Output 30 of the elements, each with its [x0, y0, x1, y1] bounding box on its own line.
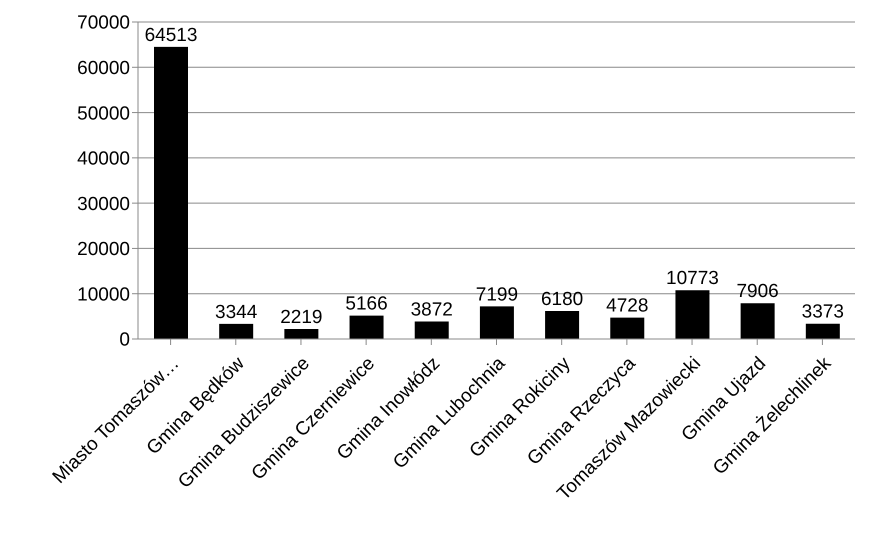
y-tick-label: 70000: [77, 12, 130, 34]
bar: [740, 303, 775, 339]
y-tick-label: 40000: [77, 148, 130, 170]
data-label: 6180: [540, 289, 584, 310]
data-label: 4728: [606, 296, 648, 317]
bar: [806, 324, 840, 339]
data-label: 5166: [345, 294, 388, 315]
bar: [545, 311, 580, 339]
bar: [350, 316, 384, 339]
y-tick-label: 20000: [77, 239, 130, 260]
data-label: 2219: [280, 306, 323, 328]
bar: [414, 321, 449, 339]
data-label: 3373: [802, 302, 844, 323]
bar: [675, 290, 710, 339]
bar: [480, 306, 514, 339]
y-tick-label: 10000: [77, 284, 130, 306]
data-label: 3872: [410, 299, 453, 320]
data-label: 64513: [144, 24, 198, 46]
y-tick-label: 50000: [77, 103, 130, 124]
bar: [154, 46, 188, 339]
bar: [284, 328, 318, 339]
data-label: 7906: [736, 281, 779, 302]
y-tick-label: 30000: [77, 194, 130, 215]
data-label: 7199: [476, 284, 518, 306]
data-label: 10773: [666, 268, 719, 290]
data-label: 3344: [215, 302, 258, 323]
bar: [219, 324, 254, 339]
y-tick-label: 60000: [77, 58, 130, 80]
y-tick-label: 0: [119, 330, 130, 351]
bar: [610, 318, 644, 339]
